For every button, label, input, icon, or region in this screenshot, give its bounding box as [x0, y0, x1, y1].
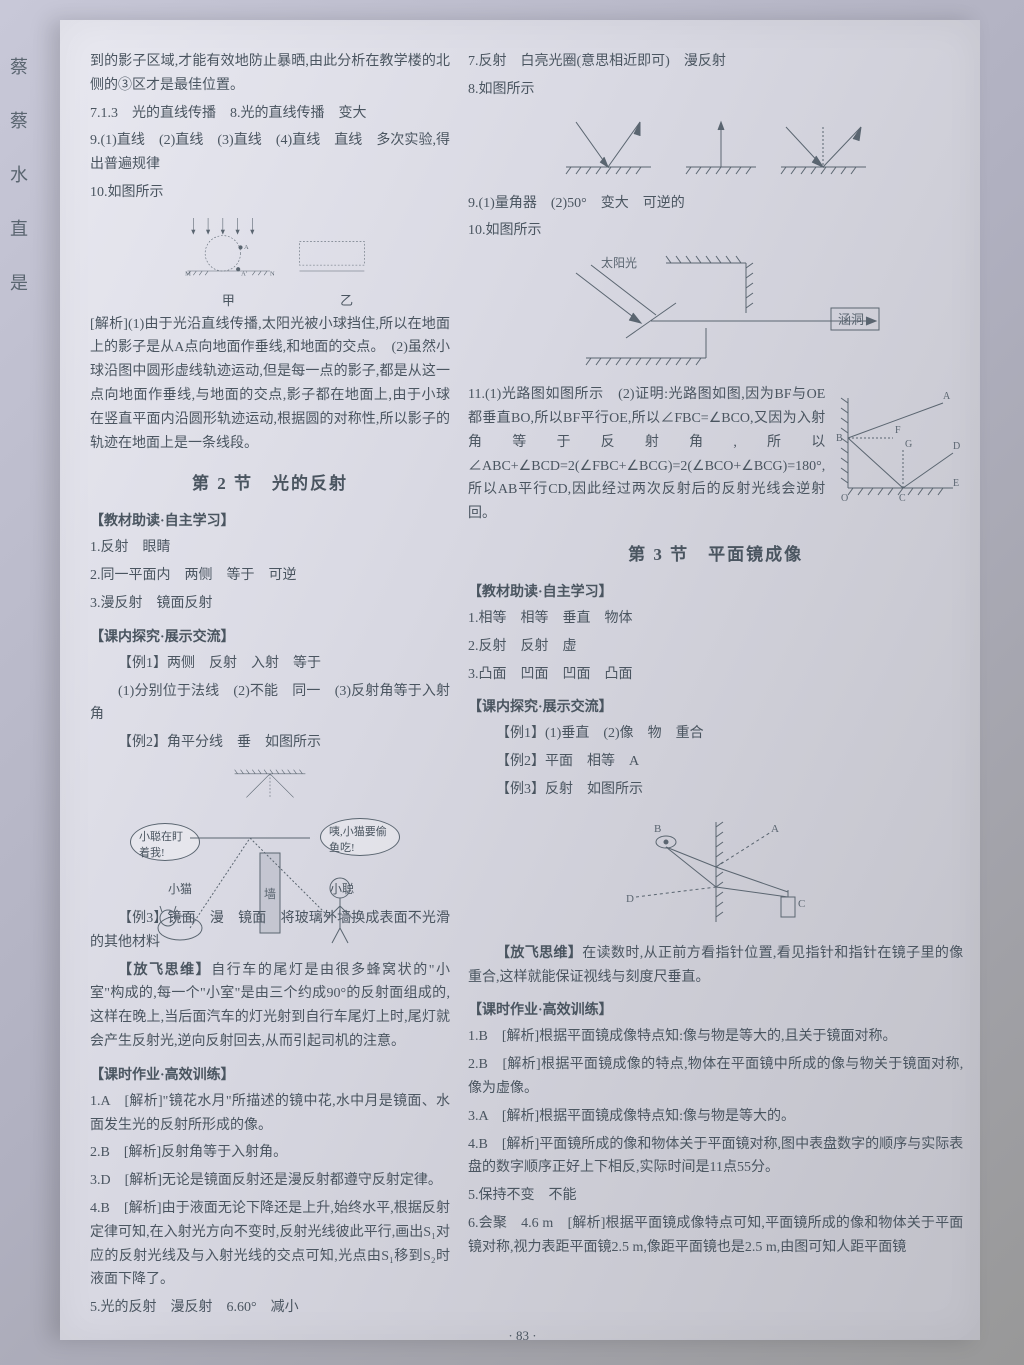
hw-item: 3.D [解析]无论是镜面反射还是漫反射都遵守反射定律。: [90, 1169, 450, 1193]
text-line: 1.相等 相等 垂直 物体: [468, 607, 963, 631]
example-text: 【例1】两侧 反射 入射 等于: [90, 652, 450, 676]
page-number: · 83 ·: [90, 1328, 955, 1344]
svg-text:A: A: [244, 244, 249, 251]
text-line: 11.(1)光路图如图所示 (2)证明:光路图如图,因为BF与OE都垂直BO,所…: [468, 383, 825, 526]
hw-item: 2.B [解析]根据平面镜成像的特点,物体在平面镜中所成的像与物关于镜面对称,像…: [468, 1053, 963, 1101]
flythink-heading: 【放飞思维】: [496, 946, 582, 961]
left-column: 到的影子区域,才能有效地防止暴晒,由此分析在教学楼的北侧的③区才是最佳位置。 7…: [90, 50, 450, 1320]
svg-text:C: C: [798, 898, 805, 910]
svg-text:O: O: [841, 493, 848, 503]
margin-char: 直: [10, 202, 50, 256]
hw-item: 4.B [解析]平面镜所成的像和物体关于平面镜对称,图中表盘数字的顺序与实际表盘…: [468, 1133, 963, 1181]
diagram-double-reflection: B F G A D E C O: [833, 383, 963, 503]
example-text: (1)分别位于法线 (2)不能 同一 (3)反射角等于入射角: [90, 680, 450, 728]
example-text: 【例3】反射 如图所示: [468, 778, 963, 802]
analysis-text: [解析](1)由于光沿直线传播,太阳光被小球挡住,所以在地面上的影子是从A点向地…: [90, 313, 450, 456]
diagram-caption: 甲 乙: [90, 290, 450, 309]
hw-item: 5.保持不变 不能: [468, 1184, 963, 1208]
svg-text:太阳光: 太阳光: [601, 255, 637, 270]
hw-item: 1.A [解析]"镜花水月"所描述的镜中花,水中月是镜面、水面发生光的反射所形成…: [90, 1090, 450, 1138]
subheading: 【课内探究·展示交流】: [468, 696, 963, 716]
svg-text:墙: 墙: [264, 887, 276, 901]
hw-item: 3.A [解析]根据平面镜成像特点知:像与物是等大的。: [468, 1105, 963, 1129]
hw-item: 6.会聚 4.6 m [解析]根据平面镜成像特点可知,平面镜所成的像和物体关于平…: [468, 1212, 963, 1260]
svg-text:A: A: [943, 391, 951, 402]
label-left: 甲: [153, 290, 303, 309]
example-text: 【例1】(1)垂直 (2)像 物 重合: [468, 722, 963, 746]
diagram-reflections-row: [556, 112, 876, 182]
subheading: 【教材助读·自主学习】: [90, 510, 450, 530]
text-line: 到的影子区域,才能有效地防止暴晒,由此分析在教学楼的北侧的③区才是最佳位置。: [90, 50, 450, 98]
section-title: 第 3 节 平面镜成像: [468, 540, 963, 565]
subheading: 【课时作业·高效训练】: [90, 1064, 450, 1084]
right-column: 7.反射 白亮光圈(意思相近即可) 漫反射 8.如图所示: [468, 50, 963, 1320]
boy-label: 小聪: [330, 880, 354, 897]
text-line: 2.同一平面内 两侧 等于 可逆: [90, 564, 450, 588]
margin-char: 是: [10, 256, 50, 310]
hw-item: 1.B [解析]根据平面镜成像特点知:像与物是等大的,且关于镜面对称。: [468, 1025, 963, 1049]
hw-item: 5.光的反射 漫反射 6.60° 减小: [90, 1296, 450, 1320]
svg-text:涵洞: 涵洞: [838, 312, 864, 327]
subheading: 【课内探究·展示交流】: [90, 626, 450, 646]
diagram-shadow: A A' M N: [90, 215, 450, 280]
section-title: 第 2 节 光的反射: [90, 469, 450, 494]
text-line: 9.(1)直线 (2)直线 (3)直线 (4)直线 直线 多次实验,得出普遍规律: [90, 129, 450, 177]
text-line: 1.反射 眼睛: [90, 536, 450, 560]
svg-text:G: G: [905, 439, 912, 450]
text-line: 7.反射 白亮光圈(意思相近即可) 漫反射: [468, 50, 963, 74]
label-right: 乙: [307, 290, 387, 309]
flythink-heading: 【放飞思维】: [118, 963, 211, 978]
diagram-mirror-bisector: [180, 765, 360, 800]
diagram-plane-mirror: B C A D: [606, 812, 826, 932]
text-line: 8.如图所示: [468, 78, 963, 102]
example-text: 【例2】平面 相等 A: [468, 750, 963, 774]
svg-text:B: B: [836, 433, 843, 444]
margin-char: 蔡: [10, 94, 50, 148]
svg-text:A: A: [771, 823, 779, 835]
margin-notes: 蔡 蔡 水 直 是: [10, 40, 50, 310]
text-line: 3.漫反射 镜面反射: [90, 592, 450, 616]
text-line: 10.如图所示: [90, 181, 450, 205]
flythink-text: 【放飞思维】在读数时,从正前方看指针位置,看见指针和指针在镜子里的像重合,这样就…: [468, 942, 963, 990]
svg-text:A': A': [241, 271, 247, 278]
hw-item: 4.B [解析]由于液面无论下降还是上升,始终水平,根据反射定律可知,在入射光方…: [90, 1197, 450, 1292]
svg-text:B: B: [654, 823, 661, 835]
page-sheet: 到的影子区域,才能有效地防止暴晒,由此分析在教学楼的北侧的③区才是最佳位置。 7…: [60, 20, 980, 1340]
two-column-layout: 到的影子区域,才能有效地防止暴晒,由此分析在教学楼的北侧的③区才是最佳位置。 7…: [90, 50, 955, 1320]
cartoon-diagram: 小聪在盯着我! 咦,小猫要偷鱼吃! 墙: [130, 818, 410, 895]
svg-text:F: F: [895, 425, 901, 436]
item11-row: 11.(1)光路图如图所示 (2)证明:光路图如图,因为BF与OE都垂直BO,所…: [468, 383, 963, 526]
text-line: 7.1.3 光的直线传播 8.光的直线传播 变大: [90, 102, 450, 126]
subheading: 【教材助读·自主学习】: [468, 581, 963, 601]
margin-char: 水: [10, 148, 50, 202]
svg-text:D: D: [626, 893, 634, 905]
svg-text:D: D: [953, 441, 960, 452]
cat-label: 小猫: [168, 880, 192, 897]
svg-text:E: E: [953, 478, 959, 489]
flythink-text: 【放飞思维】自行车的尾灯是由很多蜂窝状的"小室"构成的,每一个"小室"是由三个约…: [90, 959, 450, 1054]
text-line: 9.(1)量角器 (2)50° 变大 可逆的: [468, 192, 963, 216]
text-line: 10.如图所示: [468, 219, 963, 243]
svg-text:C: C: [899, 493, 906, 503]
hw-item: 2.B [解析]反射角等于入射角。: [90, 1141, 450, 1165]
text-line: 2.反射 反射 虚: [468, 635, 963, 659]
text-line: 3.凸面 凹面 凹面 凸面: [468, 663, 963, 687]
margin-char: 蔡: [10, 40, 50, 94]
subheading: 【课时作业·高效训练】: [468, 999, 963, 1019]
svg-text:N: N: [270, 271, 275, 278]
example-text: 【例2】角平分线 垂 如图所示: [90, 731, 450, 755]
diagram-tunnel: 太阳光: [546, 253, 886, 373]
